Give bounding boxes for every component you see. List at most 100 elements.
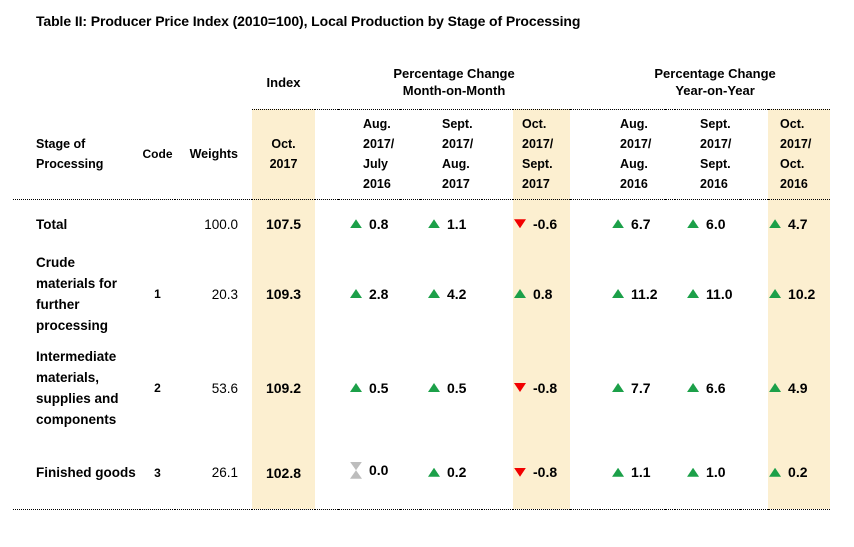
yoy-change-cell: 6.6 [675, 339, 740, 437]
trend-up-icon [687, 467, 700, 477]
mom-change-cell: -0.8 [513, 339, 571, 437]
table-row-total: Total 100.0 107.5 0.8 1.1 -0.6 6.7 6.0 4… [13, 199, 831, 249]
trend-up-icon [428, 219, 440, 229]
trend-up-icon [687, 219, 700, 229]
gap [315, 56, 338, 110]
trend-down-icon [514, 383, 526, 392]
yoy-change-cell: 4.9 [768, 339, 831, 437]
change-value: 0.5 [369, 379, 389, 396]
gap [482, 109, 513, 200]
group-header-index: Index [252, 56, 315, 110]
trend-up-icon [428, 467, 440, 477]
mom-change-cell: 0.5 [420, 339, 482, 437]
header-mom-oct: Oct. 2017/ Sept. 2017 [513, 109, 571, 200]
gap [740, 249, 768, 339]
yoy-change-cell: 11.2 [600, 249, 665, 339]
gap [740, 339, 768, 437]
trend-up-icon [612, 289, 625, 298]
trend-up-icon [350, 219, 362, 229]
weights-value: 26.1 [175, 437, 252, 510]
index-value: 102.8 [252, 437, 315, 510]
gap [315, 249, 338, 339]
trend-up-icon [769, 383, 782, 392]
header-yoy-aug: Aug. 2017/ Aug. 2016 [600, 109, 666, 200]
table-row-crude-materials: Crude materials for further processing 1… [13, 249, 831, 339]
group-header-row: Index Percentage Change Month-on-Month P… [13, 56, 831, 110]
mom-change-cell: 0.8 [513, 249, 571, 339]
trend-up-icon [769, 219, 782, 229]
yoy-change-cell: 11.0 [675, 249, 740, 339]
gap [315, 339, 338, 437]
mom-change-cell: 2.8 [338, 249, 400, 339]
group-header-spacer [13, 56, 252, 109]
change-value: -0.8 [533, 464, 558, 481]
trend-up-icon [428, 289, 440, 298]
gap [570, 109, 601, 200]
weights-value: 20.3 [211, 286, 238, 302]
yoy-change-cell: 10.2 [768, 249, 831, 339]
trend-down-icon [514, 219, 526, 229]
gap [400, 249, 420, 339]
yoy-change-cell: 6.0 [675, 199, 740, 249]
gap [665, 109, 676, 200]
trend-up-icon [769, 467, 782, 477]
mom-change-cell: -0.6 [513, 199, 571, 249]
change-value: 1.1 [447, 215, 467, 232]
gap [482, 339, 513, 437]
yoy-change-cell: 1.0 [675, 437, 741, 510]
code-value [140, 199, 175, 249]
mom-change-cell: 0.2 [420, 437, 482, 510]
change-value: 4.2 [447, 285, 467, 302]
gap [400, 109, 420, 200]
gap [570, 199, 600, 249]
change-value: 10.2 [788, 285, 816, 302]
stage-label: Total [36, 216, 68, 232]
code-value: 1 [154, 287, 161, 301]
trend-up-icon [514, 289, 526, 298]
stage-label: Finished goods [13, 437, 140, 510]
change-value: 6.7 [631, 215, 651, 232]
trend-up-icon [612, 219, 625, 229]
table-row-intermediate-materials: Intermediate materials, supplies and com… [13, 339, 831, 437]
mom-change-cell: 0.8 [338, 199, 400, 249]
yoy-change-cell: 6.7 [600, 199, 665, 249]
gap [570, 437, 601, 510]
table-row-finished-goods: Finished goods 3 26.1 102.8 0.0 0.2 -0.8… [13, 437, 831, 510]
header-index-oct-2017: Oct. 2017 [252, 109, 315, 200]
header-mom-aug: Aug. 2017/ July 2016 [338, 109, 400, 200]
group-header-mom: Percentage Change Month-on-Month [338, 56, 571, 110]
trend-up-icon [769, 289, 782, 298]
gap [400, 437, 420, 510]
gap [400, 339, 420, 437]
yoy-change-cell: 0.2 [768, 437, 831, 510]
yoy-change-cell: 1.1 [600, 437, 666, 510]
change-value: 2.8 [369, 285, 389, 302]
header-stage-of-processing: Stage of Processing [13, 109, 140, 200]
gap [400, 199, 420, 249]
change-value: 4.7 [788, 215, 808, 232]
change-value: 7.7 [631, 379, 651, 396]
gap [482, 249, 513, 339]
change-value: 1.1 [631, 464, 651, 481]
trend-down-icon [514, 467, 526, 477]
mom-change-cell: -0.8 [513, 437, 571, 510]
gap [665, 199, 675, 249]
gap [665, 249, 675, 339]
gap [740, 109, 769, 200]
header-weights: Weights [175, 109, 252, 200]
header-yoy-sept: Sept. 2017/ Sept. 2016 [675, 109, 741, 200]
header-code: Code [140, 109, 175, 200]
gap [315, 109, 338, 200]
change-value: 0.2 [447, 464, 467, 481]
mom-change-cell: 1.1 [420, 199, 482, 249]
trend-up-icon [350, 383, 362, 392]
trend-up-icon [687, 289, 700, 298]
change-value: 0.2 [788, 464, 808, 481]
stage-label: Crude materials for further processing [36, 255, 118, 333]
trend-up-icon [612, 467, 625, 477]
change-value: 6.6 [706, 379, 726, 396]
stage-label: Intermediate materials, supplies and com… [36, 349, 119, 427]
change-value: 11.2 [631, 285, 658, 302]
gap [482, 437, 513, 510]
index-value: 109.2 [252, 339, 315, 437]
